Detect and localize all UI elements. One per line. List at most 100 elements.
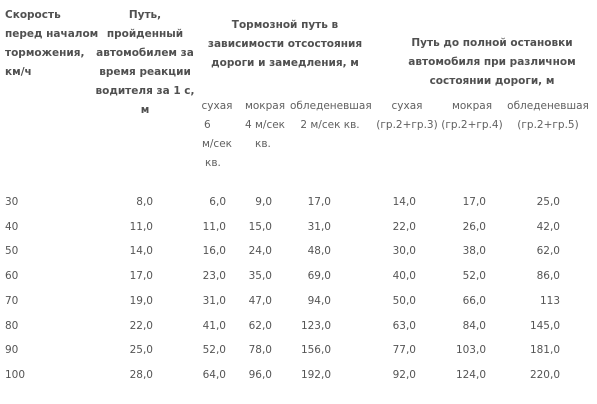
- value-cell: 52,0: [202, 344, 226, 356]
- subheader-line: кв.: [255, 138, 271, 150]
- value-cell: 63,0: [392, 320, 416, 332]
- header-stopping-line: автомобиля при различном: [408, 56, 576, 68]
- value-cell: 50,0: [392, 295, 416, 307]
- subheader-line: м/сек: [201, 138, 233, 150]
- value-cell: 181,0: [529, 344, 560, 356]
- header-reaction-distance: Путь, пройденный автомобилем за время ре…: [90, 6, 200, 120]
- value-cell: 26,0: [462, 221, 486, 233]
- value-cell: 41,0: [202, 320, 226, 332]
- speed-cell: 90: [5, 344, 19, 356]
- subheader-icy-braking: обледеневшая 2 м/сек кв.: [290, 97, 372, 135]
- subheader-wet-braking: мокрая 4 м/сек кв.: [240, 97, 290, 154]
- subheader-line: кв.: [205, 157, 221, 169]
- speed-cell: 60: [5, 270, 19, 282]
- header-speed-line: км/ч: [5, 66, 32, 78]
- value-cell: 77,0: [392, 344, 416, 356]
- subheader-wet-stopping: мокрая (гр.2+гр.4): [441, 97, 503, 135]
- value-cell: 94,0: [307, 295, 331, 307]
- subheader-line: сухая: [391, 100, 423, 112]
- header-stopping-line: состоянии дороги, м: [429, 75, 555, 87]
- subheader-line: сухая: [201, 100, 233, 112]
- speed-cell: 40: [5, 221, 19, 233]
- header-speed-line: торможения,: [5, 47, 85, 59]
- value-cell: 9,0: [255, 196, 272, 208]
- value-cell: 6,0: [209, 196, 226, 208]
- value-cell: 38,0: [462, 245, 486, 257]
- value-cell: 24,0: [248, 245, 272, 257]
- subheader-line: (гр.2+гр.4): [441, 119, 503, 131]
- value-cell: 62,0: [248, 320, 272, 332]
- value-cell: 23,0: [202, 270, 226, 282]
- subheader-line: (гр.2+гр.5): [517, 119, 579, 131]
- header-reaction-line: водителя за 1 с,: [95, 85, 195, 97]
- header-braking-line: зависимости отсостояния: [207, 38, 363, 50]
- header-speed-line: перед началом: [5, 28, 99, 40]
- subheader-line: (гр.2+гр.3): [376, 119, 438, 131]
- value-cell: 15,0: [248, 221, 272, 233]
- header-speed-line: Скорость: [5, 9, 61, 21]
- value-cell: 92,0: [392, 369, 416, 381]
- header-reaction-line: время реакции: [99, 66, 191, 78]
- value-cell: 48,0: [307, 245, 331, 257]
- value-cell: 42,0: [536, 221, 560, 233]
- value-cell: 47,0: [248, 295, 272, 307]
- speed-cell: 80: [5, 320, 19, 332]
- speed-cell: 30: [5, 196, 19, 208]
- value-cell: 11,0: [202, 221, 226, 233]
- value-cell: 17,0: [462, 196, 486, 208]
- value-cell: 156,0: [300, 344, 331, 356]
- speed-cell: 50: [5, 245, 19, 257]
- value-cell: 145,0: [529, 320, 560, 332]
- header-reaction-line: пройденный: [106, 28, 184, 40]
- header-braking-line: дороги и замедления, м: [211, 57, 359, 69]
- subheader-line: мокрая: [244, 100, 286, 112]
- header-braking-line: Тормозной путь в: [231, 19, 339, 31]
- header-stopping-line: Путь до полной остановки: [411, 37, 573, 49]
- value-cell: 103,0: [455, 344, 486, 356]
- subheader-line: 4 м/сек: [244, 119, 286, 131]
- value-cell: 124,0: [455, 369, 486, 381]
- value-cell: 22,0: [392, 221, 416, 233]
- value-cell: 30,0: [392, 245, 416, 257]
- header-reaction-line: автомобилем за: [96, 47, 194, 59]
- subheader-icy-stopping: обледеневшая (гр.2+гр.5): [505, 97, 591, 135]
- value-cell: 14,0: [129, 245, 153, 257]
- value-cell: 113: [539, 295, 560, 307]
- value-cell: 22,0: [129, 320, 153, 332]
- speed-cell: 70: [5, 295, 19, 307]
- value-cell: 17,0: [129, 270, 153, 282]
- header-speed: Скорость перед началом торможения, км/ч: [5, 6, 98, 82]
- value-cell: 17,0: [307, 196, 331, 208]
- value-cell: 96,0: [248, 369, 272, 381]
- subheader-line: 2 м/сек кв.: [300, 119, 360, 131]
- subheader-line: мокрая: [451, 100, 493, 112]
- value-cell: 11,0: [129, 221, 153, 233]
- value-cell: 66,0: [462, 295, 486, 307]
- value-cell: 16,0: [202, 245, 226, 257]
- value-cell: 25,0: [536, 196, 560, 208]
- value-cell: 31,0: [202, 295, 226, 307]
- subheader-line: обледеневшая: [290, 100, 372, 112]
- value-cell: 25,0: [129, 344, 153, 356]
- header-braking-distance: Тормозной путь в зависимости отсостояния…: [200, 16, 370, 73]
- subheader-line: 6: [204, 119, 211, 131]
- value-cell: 78,0: [248, 344, 272, 356]
- value-cell: 28,0: [129, 369, 153, 381]
- subheader-dry-stopping: сухая (гр.2+гр.3): [375, 97, 439, 135]
- value-cell: 35,0: [248, 270, 272, 282]
- value-cell: 86,0: [536, 270, 560, 282]
- value-cell: 19,0: [129, 295, 153, 307]
- subheader-line: обледеневшая: [507, 100, 589, 112]
- value-cell: 220,0: [529, 369, 560, 381]
- value-cell: 8,0: [136, 196, 153, 208]
- subheader-dry-braking: сухая 6 м/сек кв.: [193, 97, 241, 173]
- value-cell: 40,0: [392, 270, 416, 282]
- speed-cell: 100: [5, 369, 26, 381]
- header-reaction-line: Путь,: [128, 9, 162, 21]
- value-cell: 64,0: [202, 369, 226, 381]
- value-cell: 84,0: [462, 320, 486, 332]
- value-cell: 31,0: [307, 221, 331, 233]
- value-cell: 192,0: [300, 369, 331, 381]
- value-cell: 52,0: [462, 270, 486, 282]
- value-cell: 62,0: [536, 245, 560, 257]
